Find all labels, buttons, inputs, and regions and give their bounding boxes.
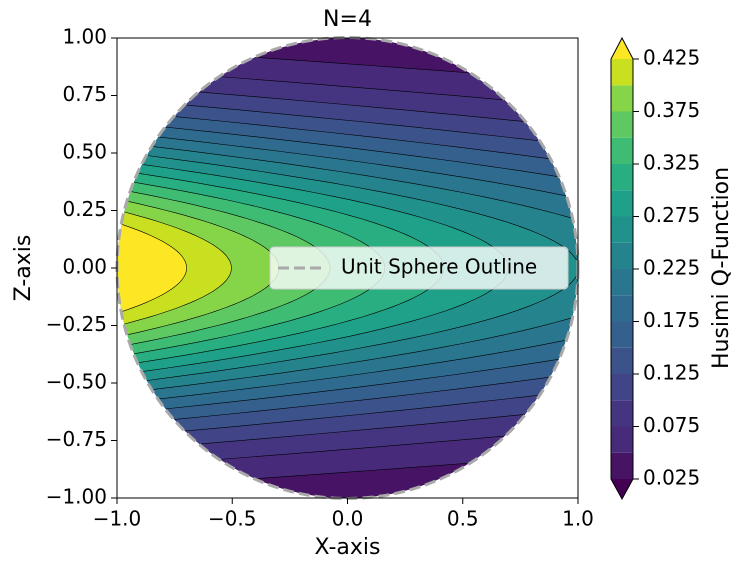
colorbar-band [611,452,633,479]
colorbar-band [611,374,633,401]
y-tick-label: 0.25 [62,197,107,221]
colorbar-band [611,190,633,217]
y-tick-label: 0.75 [62,82,107,106]
y-tick-label: 0.00 [62,255,107,279]
colorbar-band [611,347,633,374]
y-axis-label: Z-axis [11,235,36,302]
x-tick-label: −1.0 [93,507,142,531]
colorbar-tick-label: 0.275 [643,203,700,227]
legend-box [269,246,569,290]
colorbar-band [611,59,633,86]
y-tick-label: −1.00 [46,485,107,509]
colorbar-band [611,242,633,269]
colorbar-band [611,295,633,322]
contour-line [117,151,578,385]
colorbar-band [611,321,633,348]
colorbar-tick-label: 0.075 [643,413,700,437]
colorbar-tick-label: 0.225 [643,256,700,280]
colorbar-label: Husimi Q-Function [709,167,734,369]
contour-line [117,141,578,395]
legend-label: Unit Sphere Outline [341,255,537,279]
y-tick-label: 0.50 [62,140,107,164]
contour-line [117,132,578,404]
colorbar-tick-label: 0.175 [643,308,700,332]
colorbar-under [611,479,633,499]
contour-line [117,222,187,314]
colorbar-over [611,38,633,59]
colorbar-band [611,164,633,191]
colorbar-tick-label: 0.425 [643,46,700,70]
colorbar-band [611,111,633,138]
y-tick-label: −0.75 [46,427,107,451]
colorbar-band [611,85,633,112]
x-tick-label: 0.5 [447,507,479,531]
legend: Unit Sphere Outline [269,246,569,290]
contour-band [117,222,187,314]
colorbar-band [611,216,633,243]
y-tick-label: 1.00 [62,25,107,49]
x-tick-label: −0.5 [208,507,257,531]
x-tick-label: 0.0 [332,507,364,531]
y-tick-label: −0.25 [46,312,107,336]
contour-line [117,209,232,327]
x-axis-label: X-axis [315,535,381,560]
colorbar-tick-label: 0.325 [643,151,700,175]
y-tick-label: −0.50 [46,370,107,394]
colorbar-tick-label: 0.125 [643,361,700,385]
colorbar-band [611,426,633,453]
colorbar-tick-label: 0.025 [643,466,700,490]
x-tick-label: 1.0 [562,507,594,531]
colorbar-tick-label: 0.375 [643,98,700,122]
colorbar-band [611,400,633,427]
contour-line [117,121,578,415]
colorbar-band [611,269,633,296]
chart-title: N=4 [323,7,372,32]
colorbar-band [611,137,633,164]
